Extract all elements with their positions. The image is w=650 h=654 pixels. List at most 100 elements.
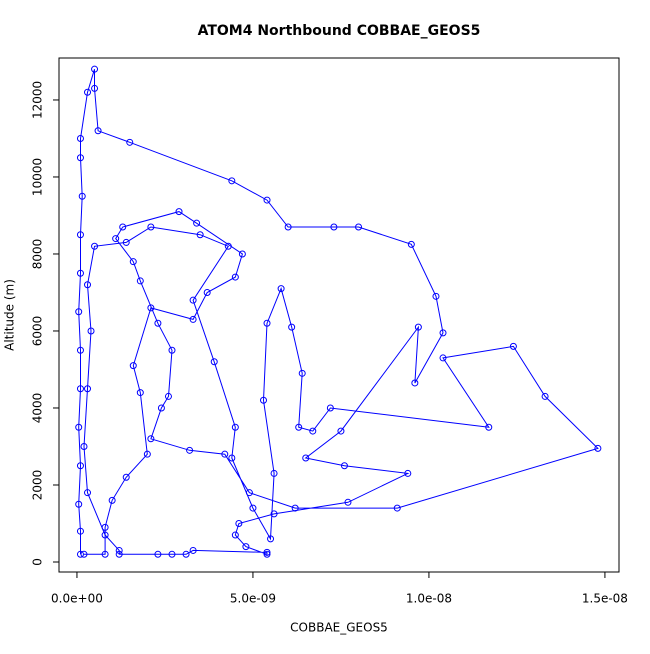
data-point	[260, 396, 268, 404]
data-point	[154, 319, 162, 327]
data-point	[231, 423, 239, 431]
data-point	[91, 84, 99, 92]
data-point	[284, 223, 292, 231]
data-point	[231, 531, 239, 539]
data-point	[485, 423, 493, 431]
data-point	[76, 134, 84, 142]
data-point	[249, 504, 257, 512]
y-tick-label: 4000	[31, 393, 45, 424]
data-point	[594, 444, 602, 452]
data-point	[108, 496, 116, 504]
data-point	[76, 346, 84, 354]
data-point	[75, 500, 83, 508]
data-point	[277, 285, 285, 293]
data-point	[168, 550, 176, 558]
x-tick-label: 1.0e-08	[406, 592, 452, 606]
data-point	[411, 379, 419, 387]
data-point	[298, 369, 306, 377]
y-tick-label: 0	[31, 558, 45, 566]
data-point	[91, 242, 99, 250]
data-point	[355, 223, 363, 231]
data-point	[344, 498, 352, 506]
data-point	[228, 177, 236, 185]
data-point	[189, 315, 197, 323]
data-point	[94, 127, 102, 135]
data-point	[122, 238, 130, 246]
x-tick-label: 5.0e-09	[230, 592, 276, 606]
data-point	[337, 427, 345, 435]
data-point	[541, 392, 549, 400]
data-point	[115, 546, 123, 554]
data-point	[129, 362, 137, 370]
x-tick-label: 1.5e-08	[582, 592, 628, 606]
data-point	[326, 404, 334, 412]
data-point	[101, 523, 109, 531]
data-point	[245, 489, 253, 497]
data-point	[189, 296, 197, 304]
data-point	[228, 454, 236, 462]
data-point	[80, 550, 88, 558]
data-point	[340, 462, 348, 470]
y-tick-label: 10000	[31, 158, 45, 196]
data-point	[101, 550, 109, 558]
data-point	[126, 138, 134, 146]
data-point	[267, 535, 275, 543]
data-point	[112, 235, 120, 243]
data-point	[80, 442, 88, 450]
data-point	[263, 548, 271, 556]
y-tick-label: 6000	[31, 316, 45, 347]
y-tick-label: 8000	[31, 239, 45, 270]
data-point	[76, 231, 84, 239]
data-point	[189, 546, 197, 554]
data-point	[75, 423, 83, 431]
data-point	[84, 281, 92, 289]
data-point	[154, 550, 162, 558]
data-point	[393, 504, 401, 512]
data-point	[509, 342, 517, 350]
data-point	[143, 450, 151, 458]
data-point	[136, 277, 144, 285]
data-line	[78, 69, 599, 556]
y-axis-label: Altitude (m)	[3, 279, 17, 351]
data-point	[270, 469, 278, 477]
data-point	[91, 65, 99, 73]
chart-title: ATOM4 Northbound COBBAE_GEOS5	[198, 23, 481, 39]
data-point	[147, 304, 155, 312]
data-point	[76, 154, 84, 162]
data-point	[168, 346, 176, 354]
data-point	[242, 543, 250, 551]
data-point	[439, 354, 447, 362]
data-point	[288, 323, 296, 331]
data-point	[147, 223, 155, 231]
data-point	[291, 504, 299, 512]
data-point	[407, 240, 415, 248]
data-point	[84, 489, 92, 497]
data-point	[75, 308, 83, 316]
data-point	[157, 404, 165, 412]
data-point	[203, 288, 211, 296]
data-point	[302, 454, 310, 462]
data-point	[78, 192, 86, 200]
data-point	[84, 385, 92, 393]
data-point	[414, 323, 422, 331]
data-point	[101, 531, 109, 539]
data-point	[164, 392, 172, 400]
data-point	[122, 473, 130, 481]
x-tick-label: 0.0e+00	[51, 592, 103, 606]
data-point	[235, 519, 243, 527]
data-point	[439, 329, 447, 337]
y-tick-label: 12000	[31, 81, 45, 119]
data-point	[404, 469, 412, 477]
data-point	[432, 292, 440, 300]
y-tick-label: 2000	[31, 470, 45, 501]
data-point	[136, 389, 144, 397]
data-point	[115, 550, 123, 558]
data-point	[186, 446, 194, 454]
data-point	[76, 527, 84, 535]
data-point	[76, 462, 84, 470]
data-point	[295, 423, 303, 431]
data-point	[263, 319, 271, 327]
data-point	[238, 250, 246, 258]
